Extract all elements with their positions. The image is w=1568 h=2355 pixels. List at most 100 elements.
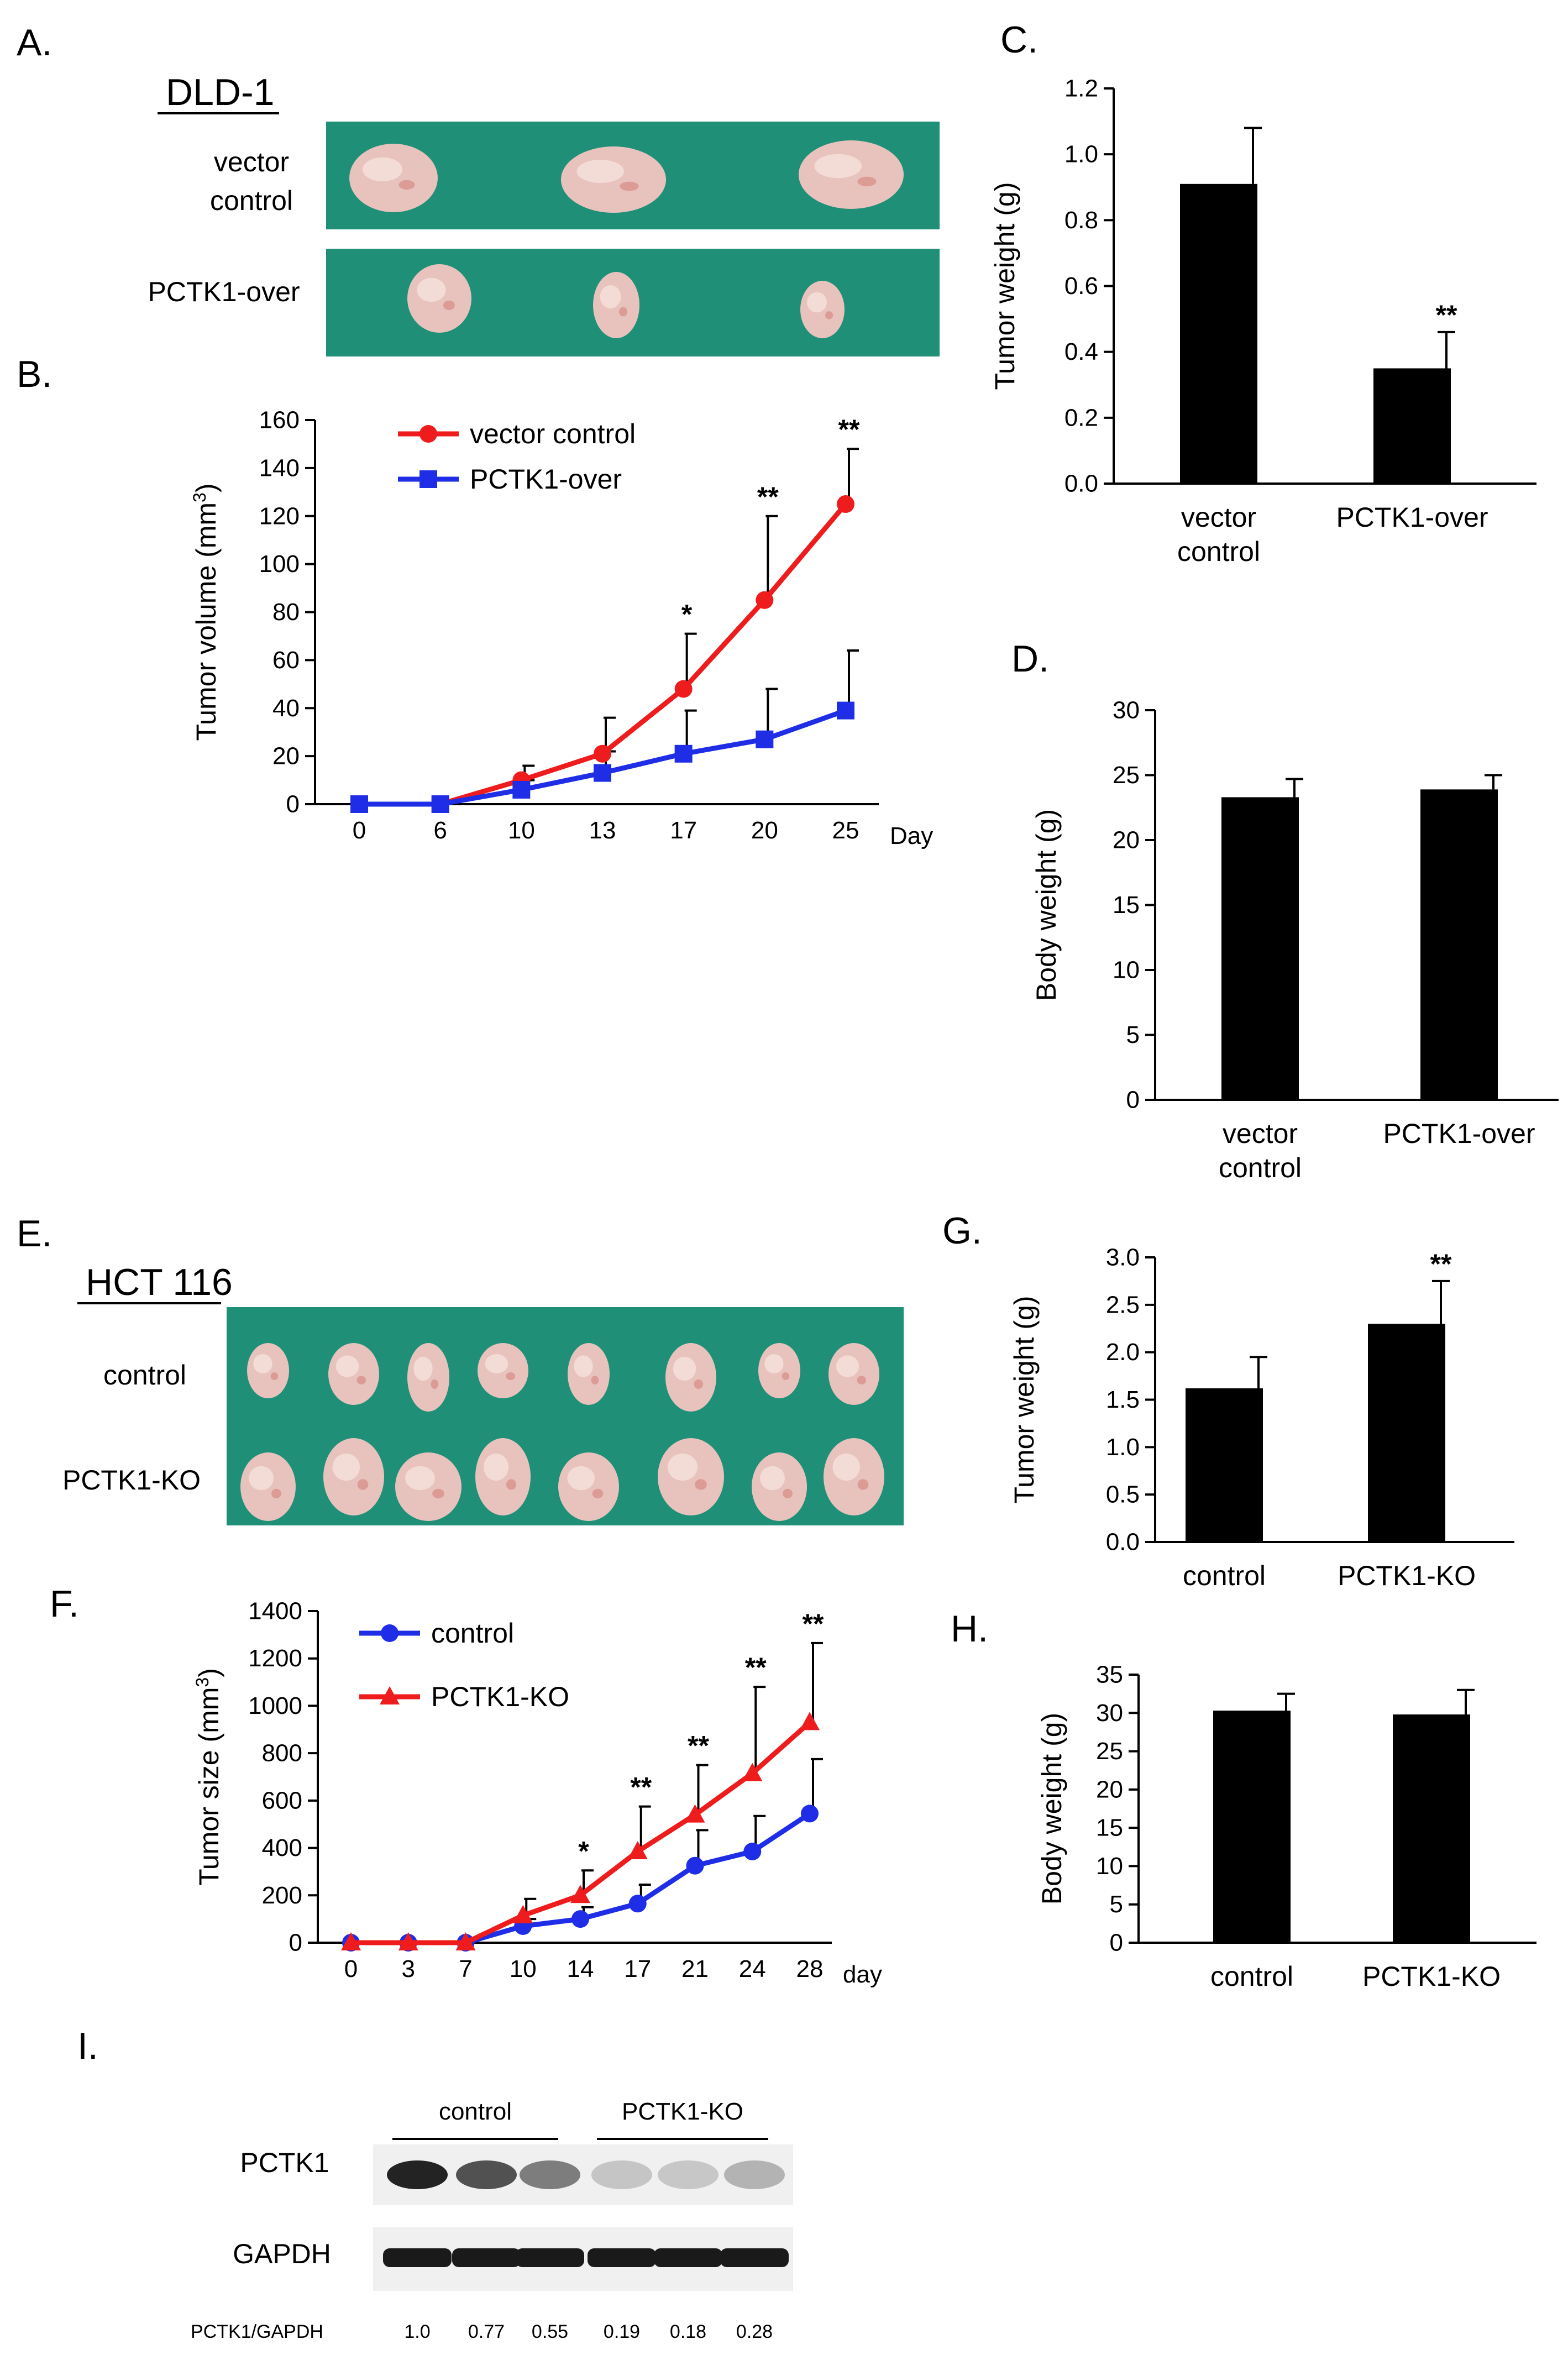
chart-b-legend-label: PCTK1-over — [470, 464, 622, 495]
chart-b-ytick-label: 160 — [259, 407, 300, 434]
chart-d-ytick-label: 5 — [1126, 1021, 1140, 1048]
chart-b-legend-marker — [419, 425, 437, 443]
panel-i-ratio-value: 0.28 — [736, 2321, 773, 2342]
tumor-photo — [593, 272, 639, 338]
chart-f-significance: ** — [688, 1730, 709, 1761]
gapdh-band — [383, 2248, 452, 2267]
chart-f-xtick-label: 28 — [796, 1955, 824, 1982]
chart-b-xtick-label: 17 — [670, 817, 697, 844]
panel-i-band-label: PCTK1 — [240, 2147, 329, 2178]
chart-c-category-label: vector control — [1177, 502, 1260, 567]
tumor-photo-vessel — [825, 311, 833, 319]
tumor-photo — [558, 1452, 619, 1521]
chart-f-point — [570, 1885, 590, 1903]
chart-b-ytick-label: 140 — [259, 454, 300, 481]
chart-g-ytick-label: 0.5 — [1106, 1481, 1140, 1508]
tumor-photo-vessel — [431, 1379, 439, 1389]
chart-b-legend-label: vector control — [470, 418, 636, 449]
chart-c-bar — [1373, 368, 1451, 484]
tumor-photo-highlight — [576, 160, 624, 183]
chart-b-xtick-label: 10 — [508, 817, 535, 844]
chart-c-ytick-label: 0.8 — [1064, 207, 1098, 234]
tumor-photo — [240, 1452, 296, 1521]
tumor-photo — [828, 1343, 879, 1405]
chart-b-xtick-label: 20 — [751, 817, 778, 844]
chart-f-point — [628, 1895, 647, 1913]
chart-d-ytick-label: 30 — [1113, 697, 1140, 724]
chart-h-category-label: control — [1210, 1961, 1293, 1992]
chart-c-ytick-label: 0.6 — [1064, 272, 1098, 300]
chart-f-ytick-label: 1400 — [248, 1598, 302, 1625]
chart-b-significance: ** — [757, 481, 779, 512]
chart-b-point — [512, 780, 531, 799]
chart-h-ytick-label: 30 — [1096, 1700, 1123, 1727]
pctk1-band — [387, 2160, 448, 2189]
chart-b-xtick-label: 0 — [353, 817, 366, 844]
gapdh-band — [588, 2248, 656, 2267]
chart-f-legend-marker — [380, 1686, 400, 1704]
tumor-photo-vessel — [432, 1488, 444, 1499]
chart-b-x-unit: Day — [890, 822, 933, 849]
chart-d-bar — [1221, 797, 1299, 1100]
panel-i-ratio-value: 0.18 — [670, 2321, 706, 2342]
chart-f-panel-label: F. — [50, 1583, 79, 1625]
chart-f-significance: ** — [745, 1652, 767, 1683]
panel-e-label: E. — [17, 1213, 52, 1255]
tumor-photo — [568, 1343, 610, 1405]
chart-h-ytick-label: 5 — [1110, 1891, 1123, 1918]
tumor-photo-vessel — [398, 180, 415, 190]
tumor-photo-highlight — [673, 1356, 696, 1381]
chart-f-significance: ** — [803, 1608, 824, 1639]
tumor-photo — [758, 1343, 800, 1398]
tumor-photo — [247, 1343, 289, 1398]
tumor-photo-highlight — [413, 1356, 433, 1381]
chart-f-point — [398, 1932, 418, 1950]
chart-f-point — [341, 1932, 361, 1950]
chart-d-category-label: vector control — [1219, 1118, 1302, 1183]
chart-f-point — [627, 1841, 648, 1859]
panel-i-ratio-value: 0.19 — [604, 2321, 640, 2342]
chart-f-point — [685, 1804, 705, 1823]
pctk1-band — [724, 2160, 785, 2189]
tumor-photo-highlight — [249, 1466, 274, 1491]
tumor-photo-highlight — [485, 1354, 508, 1373]
chart-d-ylabel: Body weight (g) — [1031, 809, 1062, 1001]
tumor-photo — [407, 264, 471, 333]
chart-d-ytick-label: 20 — [1113, 827, 1140, 854]
chart-c-bar — [1180, 183, 1257, 484]
tumor-photo-vessel — [783, 1488, 793, 1499]
chart-b-ytick-label: 0 — [286, 791, 300, 818]
tumor-photo-highlight — [574, 1355, 593, 1377]
chart-f-xtick-label: 10 — [510, 1955, 537, 1982]
chart-g-ytick-label: 2.0 — [1106, 1339, 1140, 1366]
chart-g-ytick-label: 1.0 — [1106, 1434, 1140, 1461]
chart-c-ylabel: Tumor weight (g) — [989, 182, 1020, 390]
chart-f-xtick-label: 7 — [459, 1955, 472, 1982]
pctk1-band — [591, 2160, 652, 2189]
gapdh-band — [720, 2248, 789, 2267]
chart-b-point — [674, 744, 693, 763]
panel-i-ratio-value: 0.55 — [532, 2321, 568, 2342]
chart-h-ytick-label: 35 — [1096, 1661, 1123, 1688]
chart-d-ytick-label: 10 — [1113, 957, 1140, 984]
panel-a-row-label: PCTK1-over — [148, 276, 300, 307]
gapdh-band — [516, 2248, 584, 2267]
tumor-photo — [478, 1343, 528, 1398]
chart-g-category-label: control — [1183, 1560, 1266, 1591]
chart-b-point — [431, 795, 449, 813]
chart-c-ytick-label: 1.2 — [1064, 75, 1098, 102]
tumor-photo — [395, 1452, 462, 1521]
chart-b-point — [594, 764, 611, 782]
chart-f-ytick-label: 800 — [262, 1740, 302, 1767]
chart-c-category-label: PCTK1-over — [1336, 502, 1488, 533]
pctk1-band — [520, 2160, 580, 2189]
chart-f-significance: * — [578, 1835, 589, 1866]
chart-b-ylabel: Tumor volume (mm3) — [190, 484, 222, 741]
chart-b-ytick-label: 120 — [259, 502, 300, 529]
tumor-photo-highlight — [335, 1355, 359, 1377]
chart-f-ytick-label: 0 — [289, 1929, 302, 1957]
chart-c-panel-label: C. — [1000, 19, 1038, 61]
chart-g-ytick-label: 3.0 — [1106, 1244, 1140, 1271]
chart-b-legend-marker — [419, 470, 437, 488]
panel-i-ratio-value: 1.0 — [404, 2321, 430, 2342]
